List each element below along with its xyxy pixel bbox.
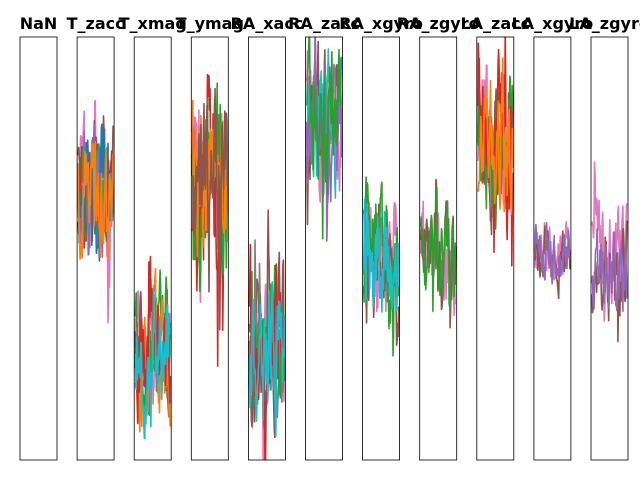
panel-nan [19, 36, 58, 461]
series-group [134, 255, 171, 440]
panel-t-xmag [133, 36, 172, 461]
series-group [77, 99, 114, 324]
panel-title: RA_xgyro [339, 14, 423, 33]
series-group [591, 161, 628, 343]
panel-frame [590, 36, 629, 461]
panel-frame [476, 36, 515, 461]
series-group [534, 221, 571, 300]
series-line [248, 281, 286, 437]
series-line [191, 87, 229, 331]
series-group [477, 37, 514, 267]
series-group [191, 73, 229, 367]
panel-la-zacc [476, 36, 515, 461]
series-group [362, 176, 400, 357]
panel-frame [533, 36, 572, 461]
panel-title: NaN [20, 14, 58, 33]
panel-ra-xgyro [362, 36, 401, 461]
panel-title: T_ymag [176, 14, 244, 33]
panel-frame [247, 36, 286, 461]
panel-la-xgyro [533, 36, 572, 461]
panel-frame [76, 36, 115, 461]
panel-la-zgyro [590, 36, 629, 461]
series-line [534, 222, 571, 285]
series-group [305, 37, 343, 242]
panel-ra-zgyro [419, 36, 458, 461]
series-line [134, 284, 171, 440]
series-line [306, 37, 343, 240]
panel-title: T_xmag [119, 14, 187, 33]
panel-title: LA_xgyro [512, 14, 594, 33]
panel-title: LA_zgyro [569, 14, 640, 33]
panel-title: RA_xacc [231, 14, 304, 33]
panel-t-ymag [190, 36, 229, 461]
panel-frame [19, 36, 58, 461]
series-line [477, 57, 514, 215]
panel-t-zacc [76, 36, 115, 461]
panel-frame [305, 36, 343, 461]
series-line [419, 186, 457, 313]
series-line [362, 198, 400, 313]
panel-frame [362, 36, 401, 461]
panel-ra-zacc [305, 36, 343, 461]
series-group [248, 209, 286, 460]
panel-frame [133, 36, 172, 461]
series-line [77, 139, 114, 260]
panel-title: RA_zacc [288, 14, 360, 33]
series-group [419, 178, 457, 329]
panel-title: LA_zacc [460, 14, 530, 33]
panel-frame [190, 36, 229, 461]
panel-frame [419, 36, 458, 461]
series-line [591, 228, 628, 313]
panel-title: RA_zgyro [397, 14, 480, 33]
panel-ra-xacc [247, 36, 286, 461]
panel-title: T_zacc [67, 14, 125, 33]
